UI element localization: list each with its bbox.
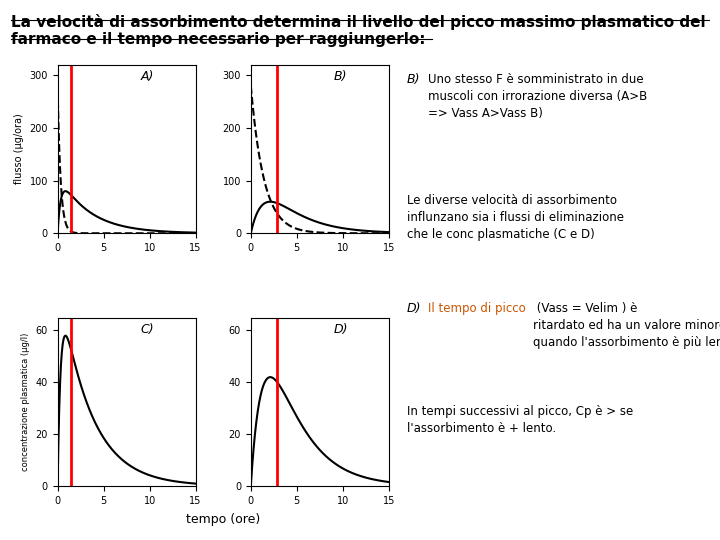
Text: Uno stesso F è somministrato in due
muscoli con irrorazione diversa (A>B
=> Vass: Uno stesso F è somministrato in due musc… xyxy=(428,73,648,120)
Text: A): A) xyxy=(140,70,154,83)
Text: Le diverse velocità di assorbimento
influnzano sia i flussi di eliminazione
che : Le diverse velocità di assorbimento infl… xyxy=(407,194,624,241)
Text: B): B) xyxy=(333,70,347,83)
Text: La velocità di assorbimento determina il livello del picco massimo plasmatico de: La velocità di assorbimento determina il… xyxy=(11,14,706,30)
Text: farmaco e il tempo necessario per raggiungerlo:: farmaco e il tempo necessario per raggiu… xyxy=(11,32,426,48)
Text: (Vass = Velim ) è
ritardato ed ha un valore minore
quando l'assorbimento è più l: (Vass = Velim ) è ritardato ed ha un val… xyxy=(533,302,720,349)
Y-axis label: flusso (μg/ora): flusso (μg/ora) xyxy=(14,113,24,185)
Text: B): B) xyxy=(407,73,420,86)
Text: tempo (ore): tempo (ore) xyxy=(186,514,261,526)
Text: D): D) xyxy=(407,302,421,315)
Text: D): D) xyxy=(333,322,348,335)
Text: C): C) xyxy=(140,322,154,335)
Y-axis label: concentrazione plasmatica (μg/l): concentrazione plasmatica (μg/l) xyxy=(21,333,30,471)
Text: Il tempo di picco: Il tempo di picco xyxy=(428,302,526,315)
Text: In tempi successivi al picco, Cp è > se
l'assorbimento è + lento.: In tempi successivi al picco, Cp è > se … xyxy=(407,405,633,435)
